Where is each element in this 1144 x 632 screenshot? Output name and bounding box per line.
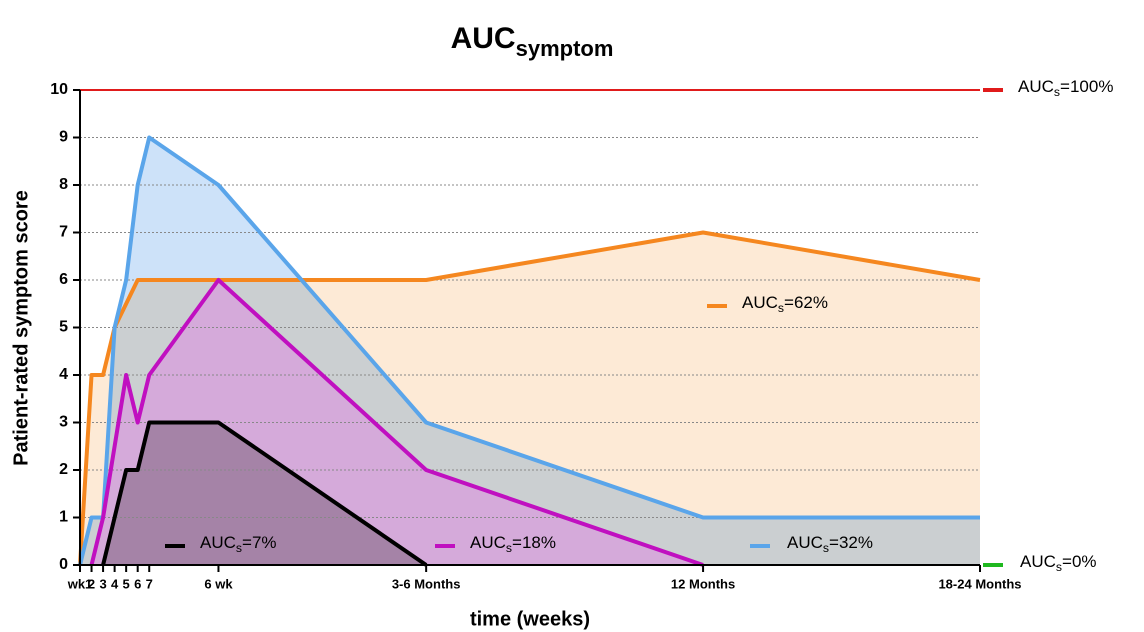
y-tick-label: 3 xyxy=(59,414,68,431)
area xyxy=(103,422,427,565)
legend-label-sub: s xyxy=(506,541,512,555)
legend-label-main: AUC xyxy=(787,533,823,552)
reference-label-sub: s xyxy=(1056,560,1062,574)
legend-label-rest: =32% xyxy=(829,533,873,552)
reference-label-main: AUC xyxy=(1020,552,1056,571)
x-tick-label: 3 xyxy=(99,576,106,591)
y-tick-label: 2 xyxy=(59,461,68,478)
legend-label-rest: =18% xyxy=(512,533,556,552)
line xyxy=(78,135,980,566)
y-tick-label: 0 xyxy=(59,556,68,573)
y-tick-label: 10 xyxy=(50,81,68,98)
y-tick-label: 5 xyxy=(59,319,68,336)
title-sub: symptom xyxy=(516,36,614,61)
x-tick-label: 6 xyxy=(134,576,141,591)
reference-label-main: AUC xyxy=(1018,77,1054,96)
legend-label-sub: s xyxy=(236,541,242,555)
chart-title: AUCsymptom xyxy=(451,22,614,61)
legend-label: AUCs=62% xyxy=(742,293,828,315)
legend-label: AUCs=18% xyxy=(470,533,556,555)
x-tick-label: 4 xyxy=(111,576,119,591)
y-tick-label: 7 xyxy=(59,224,68,241)
reference-label-sub: s xyxy=(1054,85,1060,99)
y-tick-label: 4 xyxy=(59,366,68,383)
reference-label-rest: =100% xyxy=(1060,77,1113,96)
legend-label: AUCs=7% xyxy=(200,533,277,555)
areas xyxy=(80,137,980,565)
x-tick-label: wk1 xyxy=(67,576,93,591)
x-tick-label: 12 Months xyxy=(671,576,735,591)
x-tick-label: 6 wk xyxy=(204,576,233,591)
legend-label-sub: s xyxy=(778,301,784,315)
y-tick-label: 9 xyxy=(59,129,68,146)
legend-label-main: AUC xyxy=(470,533,506,552)
line xyxy=(78,230,981,566)
x-axis-label: time (weeks) xyxy=(470,608,590,630)
reference-label-rest: =0% xyxy=(1062,552,1097,571)
y-tick-label: 1 xyxy=(59,509,68,526)
line xyxy=(101,420,428,567)
x-tick-label: 18-24 Months xyxy=(938,576,1021,591)
reference-label: AUCs=100% xyxy=(1018,77,1113,99)
x-tick-label: 5 xyxy=(123,576,130,591)
legend-label-main: AUC xyxy=(200,533,236,552)
x-tick-label: 3-6 Months xyxy=(392,576,461,591)
y-tick-label: 8 xyxy=(59,176,68,193)
legend-label-rest: =7% xyxy=(242,533,277,552)
legend-label-sub: s xyxy=(823,541,829,555)
y-axis-label: Patient-rated symptom score xyxy=(10,190,32,466)
legend-label-rest: =62% xyxy=(784,293,828,312)
x-tick-label: 2 xyxy=(88,576,95,591)
legend-label-main: AUC xyxy=(742,293,778,312)
reference-label: AUCs=0% xyxy=(1020,552,1097,574)
y-tick-label: 6 xyxy=(59,271,68,288)
line xyxy=(89,278,704,567)
legend-label: AUCs=32% xyxy=(787,533,873,555)
x-tick-label: 7 xyxy=(146,576,153,591)
title-main: AUC xyxy=(451,22,516,55)
